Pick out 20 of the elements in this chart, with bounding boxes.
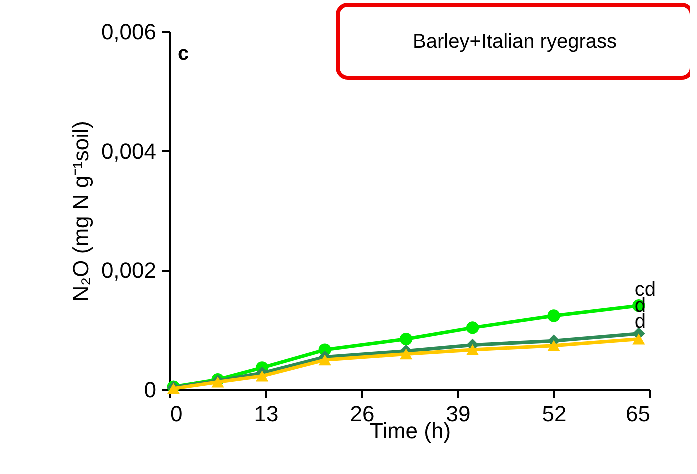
x-tick-label: 65 bbox=[626, 402, 650, 426]
y-tick-label: 0 bbox=[144, 378, 156, 402]
point bbox=[548, 340, 560, 352]
point bbox=[400, 332, 413, 346]
point bbox=[548, 310, 560, 322]
x-tick-label: 0 bbox=[170, 402, 183, 426]
y-tick-label: 0,004 bbox=[101, 138, 156, 164]
point bbox=[400, 348, 413, 360]
y-tick-label: 0,006 bbox=[101, 20, 156, 44]
point bbox=[318, 354, 332, 366]
point bbox=[256, 370, 269, 382]
x-tick-label: 52 bbox=[542, 402, 567, 426]
point bbox=[632, 334, 646, 345]
annotation: Barley+Italian ryegrass bbox=[413, 31, 617, 53]
annotation: c bbox=[178, 43, 190, 65]
point bbox=[466, 344, 480, 356]
x-tick-label: 13 bbox=[254, 402, 279, 426]
y-axis-title: N₂O (mg N g⁻¹soil) bbox=[68, 121, 94, 302]
y-tick-label: 0,002 bbox=[101, 258, 156, 284]
point bbox=[466, 322, 480, 334]
